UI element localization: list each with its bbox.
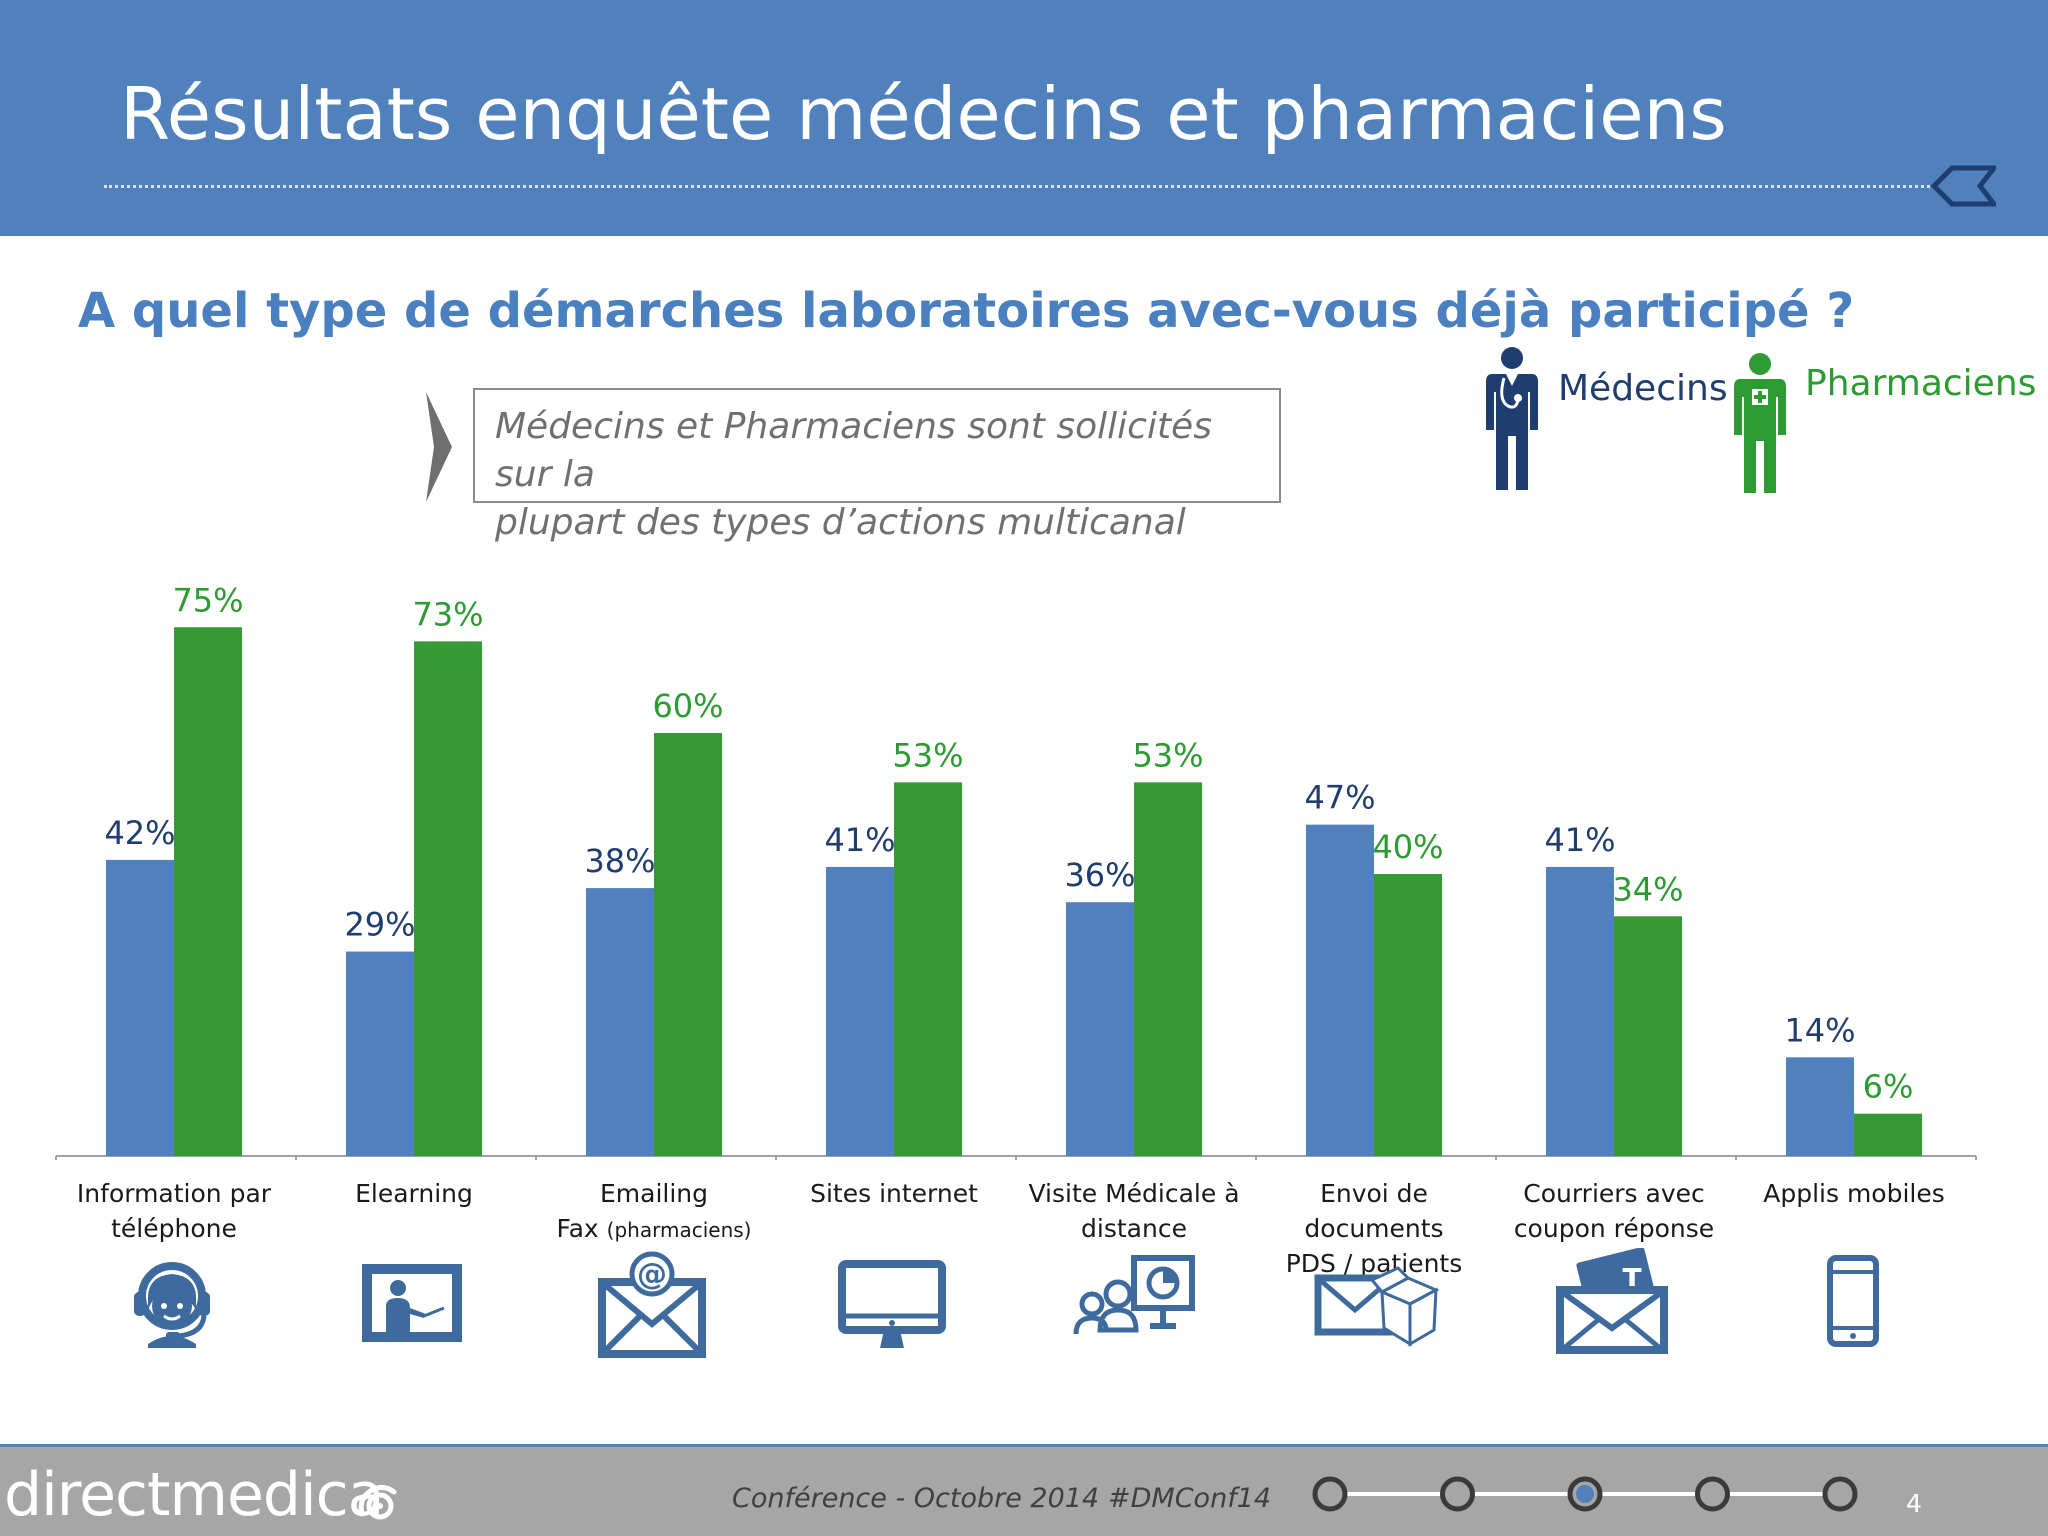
- bar-medecins: [1306, 824, 1374, 1156]
- data-label-medecins: 41%: [824, 821, 895, 859]
- back-arrow-icon[interactable]: [1930, 164, 1996, 208]
- data-label-pharmaciens: 73%: [412, 595, 483, 633]
- category-label: Visite Médicale à distance: [1028, 1179, 1240, 1243]
- header-bar: Résultats enquête médecins et pharmacien…: [0, 0, 2048, 236]
- header-divider: [104, 185, 1930, 188]
- svg-text:@: @: [637, 1257, 667, 1292]
- progress-step[interactable]: [1440, 1476, 1475, 1512]
- bar-medecins: [1786, 1057, 1854, 1156]
- data-label-pharmaciens: 75%: [172, 581, 243, 619]
- elearning-board-icon: [362, 1264, 462, 1342]
- data-label-medecins: 42%: [104, 814, 175, 852]
- data-label-pharmaciens: 53%: [892, 736, 963, 774]
- progress-step-active-dot: [1576, 1485, 1594, 1503]
- category-label: Information par téléphone: [76, 1179, 272, 1243]
- data-label-medecins: 14%: [1784, 1011, 1855, 1049]
- category-label: Courriers avec coupon réponse: [1513, 1179, 1715, 1243]
- video-conference-icon: [1073, 1255, 1195, 1335]
- category-label: Applis mobiles: [1763, 1179, 1945, 1208]
- bar-medecins: [1066, 902, 1134, 1156]
- data-label-medecins: 36%: [1064, 856, 1135, 894]
- hashtag-label: #DMConf14: [1108, 1483, 1272, 1514]
- data-label-medecins: 38%: [584, 842, 655, 880]
- category-label: Emailing Fax (pharmaciens): [556, 1179, 752, 1243]
- callout-line-2: plupart des types d’actions multicanal: [495, 502, 1186, 543]
- data-label-medecins: 29%: [344, 906, 415, 944]
- bar-pharmaciens: [414, 641, 482, 1156]
- progress-step[interactable]: [1822, 1476, 1858, 1512]
- bar-chart: 42% 75% 29% 73% 38% 60% 41% 53% 36% 53% 47% 40% 41% 3…: [55, 581, 1977, 1160]
- doctor-icon: [1486, 347, 1538, 490]
- mobile-phone-icon: [1827, 1255, 1879, 1347]
- category-label: Elearning: [355, 1179, 473, 1208]
- envelope-box-icon: [1314, 1266, 1440, 1347]
- bar-pharmaciens: [1614, 916, 1682, 1156]
- brand-swirl-icon: [358, 1484, 397, 1520]
- bar-medecins: [1546, 866, 1614, 1156]
- category-label-note: (pharmaciens): [606, 1218, 752, 1242]
- bar-pharmaciens: [174, 627, 242, 1156]
- bar-medecins: [346, 951, 414, 1156]
- category-label: Envoi de documents PDS / patients: [1285, 1179, 1463, 1278]
- data-label-pharmaciens: 6%: [1863, 1068, 1914, 1106]
- data-label-medecins: 47%: [1304, 779, 1375, 817]
- page-number: 4: [1906, 1489, 1922, 1518]
- chevron-right-icon: [426, 392, 452, 502]
- footer-divider: [0, 1444, 2048, 1447]
- data-label-pharmaciens: 40%: [1372, 828, 1443, 866]
- data-label-pharmaciens: 53%: [1132, 736, 1203, 774]
- slide-progress: [1312, 1476, 1858, 1512]
- bar-pharmaciens: [1134, 782, 1202, 1156]
- bar-pharmaciens: [1374, 874, 1442, 1156]
- conference-label: Conférence - Octobre 2014: [732, 1483, 1100, 1514]
- pharmacist-icon: [1734, 353, 1786, 493]
- bar-medecins: [586, 888, 654, 1156]
- survey-question: A quel type de démarches laboratoires av…: [78, 283, 1855, 339]
- callout-box: Médecins et Pharmaciens sont sollicités …: [473, 388, 1281, 543]
- envelope-coupon-icon: T: [1556, 1248, 1668, 1354]
- data-label-pharmaciens: 34%: [1612, 870, 1683, 908]
- page-title: Résultats enquête médecins et pharmacien…: [120, 72, 1727, 156]
- bar-pharmaciens: [894, 782, 962, 1156]
- data-label-medecins: 41%: [1544, 821, 1615, 859]
- bar-pharmaciens: [1854, 1113, 1922, 1156]
- category-label: Sites internet: [810, 1179, 978, 1208]
- callout-line-1: Médecins et Pharmaciens sont sollicités …: [495, 406, 1212, 495]
- progress-step[interactable]: [1312, 1476, 1348, 1512]
- bar-medecins: [106, 859, 174, 1156]
- bar-medecins: [826, 866, 894, 1156]
- data-label-pharmaciens: 60%: [652, 687, 723, 725]
- legend-pharmaciens: Pharmaciens: [1805, 363, 2037, 404]
- email-at-icon: @: [598, 1251, 706, 1358]
- bar-pharmaciens: [654, 733, 722, 1156]
- headset-agent-icon: [134, 1262, 210, 1348]
- brand-logo: directmedica: [4, 1460, 384, 1530]
- monitor-icon: [838, 1260, 946, 1348]
- progress-step[interactable]: [1695, 1476, 1730, 1512]
- legend-medecins: Médecins: [1558, 368, 1728, 409]
